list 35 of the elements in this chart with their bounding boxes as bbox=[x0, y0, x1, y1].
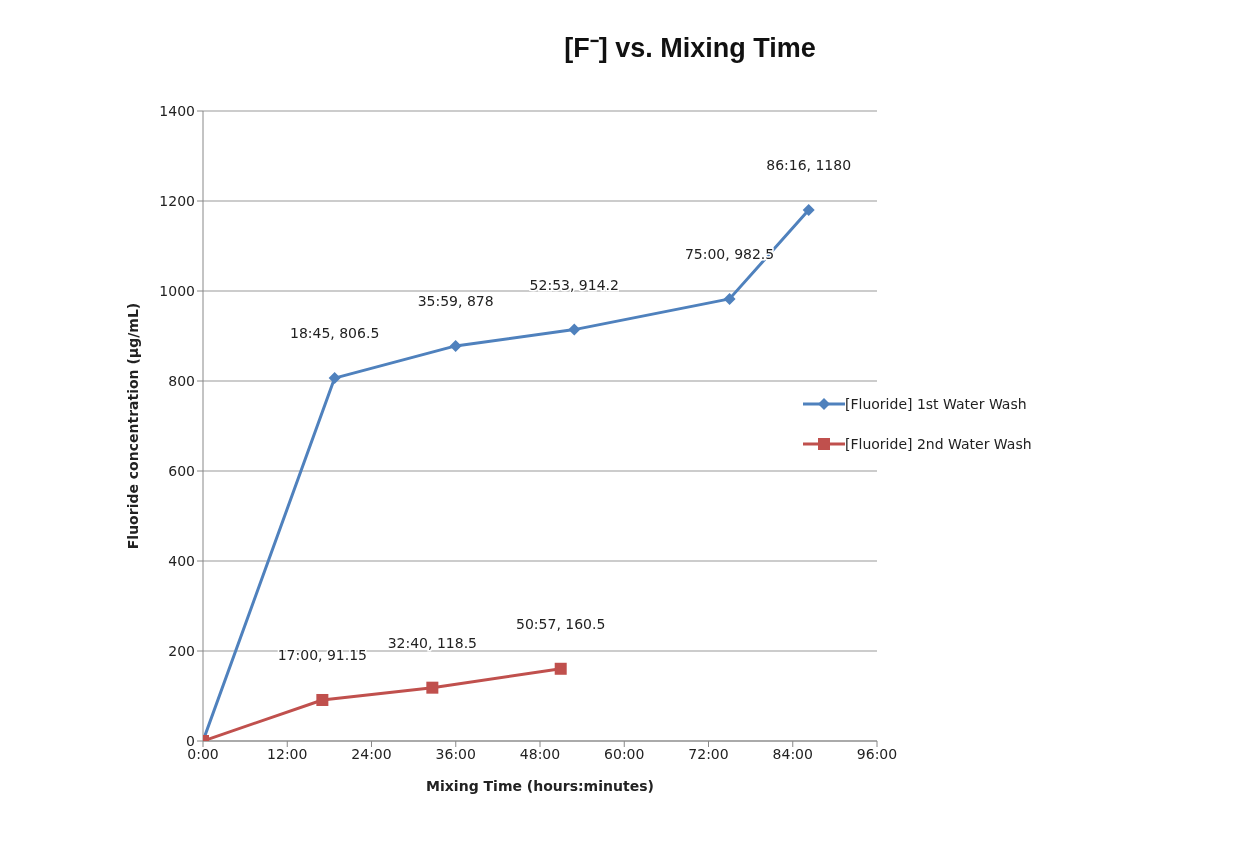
x-tick-label: 60:00 bbox=[604, 745, 645, 762]
y-axis-title: Fluoride concentration (µg/mL) bbox=[124, 302, 141, 550]
point bbox=[554, 662, 567, 675]
x-tick-label: 24:00 bbox=[351, 745, 392, 762]
data-label: 18:45, 806.5 bbox=[289, 325, 380, 342]
y-tick-label: 800 bbox=[168, 372, 195, 389]
data-label: 17:00, 91.15 bbox=[277, 646, 368, 663]
point bbox=[802, 204, 815, 216]
data-label: 32:40, 118.5 bbox=[387, 634, 478, 651]
data-label: 50:57, 160.5 bbox=[516, 615, 606, 632]
point bbox=[316, 693, 329, 706]
data-label: 86:16, 1180 bbox=[766, 157, 852, 173]
point bbox=[568, 323, 581, 336]
x-tick-label: 12:00 bbox=[267, 745, 308, 762]
y-tick-label: 1000 bbox=[159, 282, 195, 299]
x-tick-label: 84:00 bbox=[772, 745, 813, 762]
x-tick-label: 96:00 bbox=[856, 745, 898, 762]
y-tick-label: 1200 bbox=[159, 192, 195, 209]
y-tick-label: 1400 bbox=[159, 102, 195, 119]
data-label: 35:59, 878 bbox=[417, 292, 494, 309]
point bbox=[723, 292, 736, 305]
data-label: 52:53, 914.2 bbox=[529, 276, 619, 293]
x-tick-label: 72:00 bbox=[688, 745, 729, 762]
point bbox=[328, 372, 341, 385]
point bbox=[449, 339, 462, 352]
y-tick-label: 600 bbox=[168, 462, 195, 479]
legend-label: [Fluoride] 1st Water Wash bbox=[845, 396, 1027, 412]
point bbox=[426, 681, 439, 694]
chart-title: [F⁻] vs. Mixing Time bbox=[563, 32, 817, 65]
x-axis-title: Mixing Time (hours:minutes) bbox=[426, 778, 654, 794]
x-tick-label: 48:00 bbox=[519, 745, 561, 762]
y-tick-label: 400 bbox=[168, 552, 195, 569]
legend-label: [Fluoride] 2nd Water Wash bbox=[845, 436, 1032, 452]
x-tick-label: 36:00 bbox=[435, 745, 476, 762]
y-tick-label: 200 bbox=[168, 642, 195, 659]
